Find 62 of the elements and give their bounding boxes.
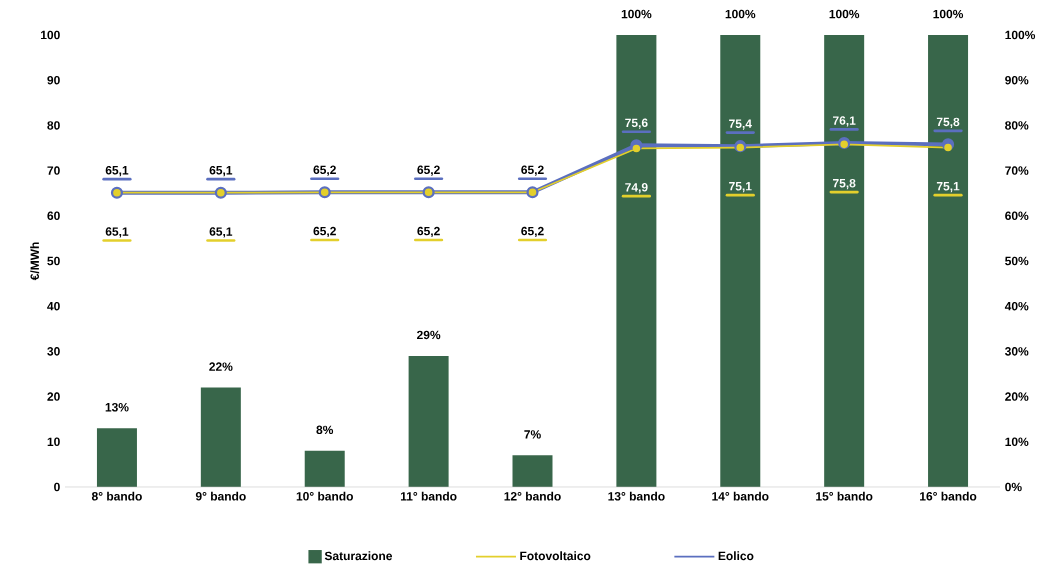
y2-tick-label: 100%: [1005, 30, 1036, 40]
data-label: 7%: [524, 430, 541, 439]
y2-tick-label: 0%: [1005, 482, 1022, 492]
x-tick-label: 14° bando: [712, 491, 769, 501]
y-tick-label: 40: [47, 301, 60, 311]
data-label: 65,2: [521, 165, 544, 176]
data-label: 65,2: [313, 226, 336, 238]
data-label: 13%: [105, 402, 129, 412]
data-label: 65,2: [417, 165, 440, 176]
y2-tick-label: 20%: [1005, 392, 1029, 401]
y-tick-label: 100: [41, 30, 60, 40]
y-tick-label: 0: [54, 482, 60, 492]
y2-tick-label: 30%: [1004, 347, 1029, 356]
data-label: 65,1: [105, 166, 129, 177]
data-label: 75,4: [729, 119, 752, 130]
x-tick-label: 11° bando: [400, 491, 457, 501]
x-tick-label: 10° bando: [296, 491, 353, 501]
x-tick-label: 15° bando: [816, 491, 873, 501]
y-axis-title: €/MWh: [30, 242, 40, 281]
legend-label: Fotovoltaico: [520, 551, 591, 561]
data-label: 65,2: [313, 165, 336, 176]
y-tick-label: 20: [47, 392, 60, 401]
y-tick-label: 70: [47, 166, 60, 175]
data-label: 65,1: [209, 166, 233, 177]
data-label: 65,2: [417, 226, 440, 238]
x-tick-label: 13° bando: [608, 491, 665, 501]
data-label: 100%: [933, 9, 964, 19]
x-tick-label: 12° bando: [504, 491, 561, 501]
data-label: 65,1: [209, 227, 233, 238]
y-tick-label: 60: [47, 211, 60, 221]
y2-tick-label: 80%: [1005, 121, 1029, 130]
x-tick-label: 9° bando: [195, 491, 246, 501]
data-label: 100%: [621, 9, 652, 19]
data-label: 76,1: [833, 116, 856, 127]
data-label: 75,8: [936, 117, 960, 128]
data-label: 29%: [417, 330, 441, 340]
legend-label: Saturazione: [324, 551, 393, 561]
x-tick-label: 8° bando: [91, 491, 142, 501]
x-tick-label: 16° bando: [920, 491, 977, 501]
y2-tick-label: 50%: [1005, 256, 1029, 266]
data-label: 65,1: [105, 227, 129, 238]
y2-tick-label: 90%: [1005, 75, 1029, 85]
data-label: 22%: [209, 362, 233, 371]
data-label: 100%: [829, 9, 860, 19]
y-tick-label: 30: [47, 347, 60, 356]
legend-label: Eolico: [718, 551, 754, 561]
data-label: 75,1: [936, 182, 960, 193]
y-tick-label: 80: [47, 121, 60, 130]
y2-tick-label: 40%: [1004, 301, 1029, 311]
data-label: 75,6: [625, 118, 648, 129]
data-label: 8%: [316, 425, 334, 435]
data-label: 75,1: [729, 182, 752, 193]
y-tick-label: 50: [47, 256, 60, 266]
y-tick-label: 90: [47, 75, 60, 85]
y2-tick-label: 70%: [1005, 166, 1029, 175]
data-label: 75,8: [833, 178, 856, 190]
y-tick-label: 10: [47, 437, 60, 447]
y2-tick-label: 10%: [1005, 437, 1029, 447]
data-label: 74,9: [625, 183, 648, 194]
data-label: 65,2: [521, 226, 544, 238]
data-label: 100%: [725, 9, 756, 19]
y2-tick-label: 60%: [1005, 211, 1029, 221]
